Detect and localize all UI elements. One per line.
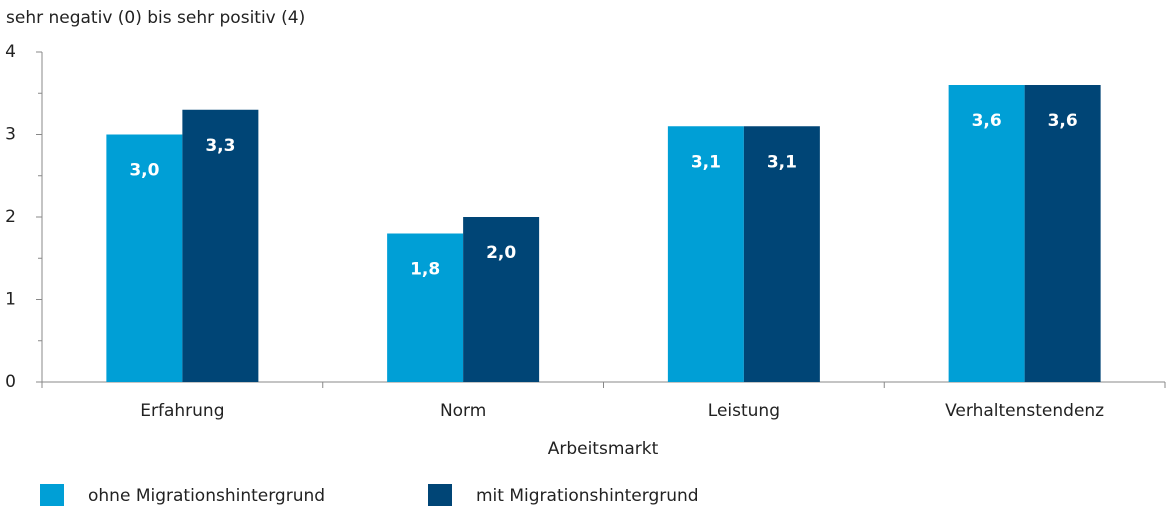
legend-swatch: [428, 484, 452, 506]
value-label: 3,1: [767, 152, 797, 172]
value-label: 3,6: [1048, 111, 1078, 131]
y-tick-label: 4: [5, 42, 16, 62]
value-label: 3,3: [205, 136, 235, 156]
bar: [463, 217, 540, 382]
y-tick-label: 0: [5, 372, 16, 392]
bar: [948, 85, 1025, 382]
y-axis-title: sehr negativ (0) bis sehr positiv (4): [6, 8, 305, 28]
y-tick-label: 1: [5, 290, 16, 310]
value-label: 3,1: [691, 152, 721, 172]
bar: [667, 126, 744, 382]
x-tick-label: Leistung: [708, 401, 780, 421]
x-tick-label: Verhaltenstendenz: [945, 401, 1104, 421]
y-tick-label: 3: [5, 125, 16, 145]
value-label: 2,0: [486, 243, 516, 263]
bar: [1024, 85, 1101, 382]
x-tick-label: Erfahrung: [140, 401, 224, 421]
value-label: 3,0: [129, 161, 159, 181]
value-label: 1,8: [410, 260, 440, 280]
legend-label: ohne Migrationshintergrund: [88, 486, 325, 506]
x-tick-label: Norm: [440, 401, 486, 421]
bar: [743, 126, 820, 382]
value-label: 3,6: [972, 111, 1002, 131]
bar: [106, 134, 183, 382]
x-axis-title: Arbeitsmarkt: [548, 439, 659, 459]
y-tick-label: 2: [5, 207, 16, 227]
legend-label: mit Migrationshintergrund: [476, 486, 699, 506]
bar: [182, 109, 259, 382]
legend-swatch: [40, 484, 64, 506]
bar: [387, 233, 464, 382]
